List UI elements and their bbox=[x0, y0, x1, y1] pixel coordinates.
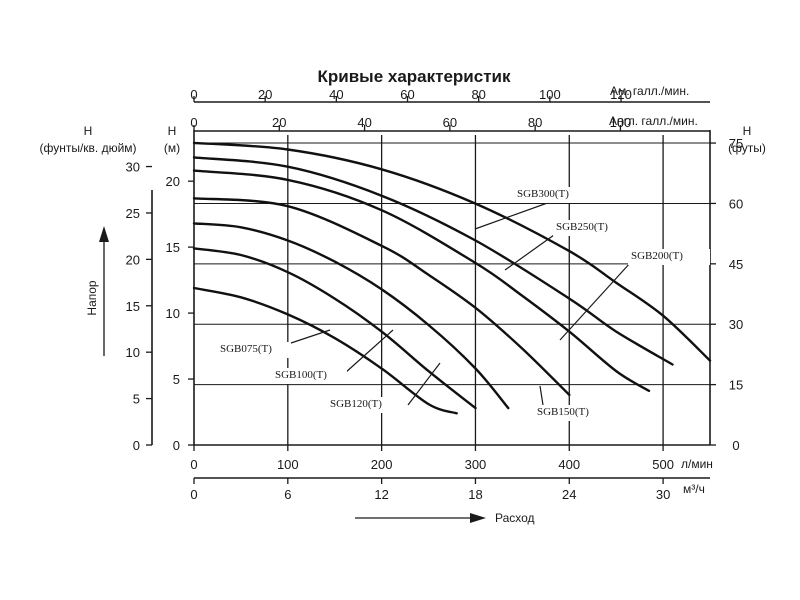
head-ft-axis-label-top: H bbox=[743, 124, 752, 138]
curve-sgb120-t bbox=[192, 222, 510, 410]
imp-gpm-tick-label: 0 bbox=[190, 115, 197, 130]
label-bg-sgb150-t bbox=[535, 405, 615, 421]
flow-lpm-tick-label: 200 bbox=[371, 457, 393, 472]
curve-sgb100-t bbox=[192, 247, 477, 410]
label-sgb120-t: SGB120(T) bbox=[330, 398, 382, 410]
flow-lpm-tick-label: 400 bbox=[558, 457, 580, 472]
curve-sgb250-t bbox=[192, 156, 674, 366]
head-psi-axis-label: (фунты/кв. дюйм) bbox=[39, 141, 136, 155]
label-bg-sgb200-t bbox=[628, 249, 710, 265]
label-sgb150-t: SGB150(T) bbox=[537, 406, 589, 418]
head-ft-axis-label: (футы) bbox=[728, 141, 766, 155]
head-ft-tick-label: 30 bbox=[729, 317, 743, 332]
head-ft-tick-label: 45 bbox=[729, 257, 743, 272]
imp-gpm-tick-label: 20 bbox=[272, 115, 286, 130]
leader-sgb300-t bbox=[474, 200, 554, 230]
chart-title: Кривые характеристик bbox=[318, 67, 511, 86]
us-gpm-tick-label: 20 bbox=[258, 87, 272, 102]
head-axis-title: Напор bbox=[85, 280, 99, 316]
head-m-tick-label: 0 bbox=[173, 438, 180, 453]
us-gpm-axis-label: Ам. галл./мин. bbox=[610, 84, 689, 98]
flow-m3h-tick-label: 0 bbox=[190, 487, 197, 502]
head-ft-tick-label: 60 bbox=[729, 196, 743, 211]
head-ft-tick-label: 15 bbox=[729, 378, 743, 393]
curve-labels: SGB075(T) SGB100(T) SGB120(T) SGB150(T) SGB2… bbox=[216, 187, 710, 421]
label-sgb300-t: SGB300(T) bbox=[517, 188, 569, 200]
flow-lpm-tick-label: 300 bbox=[465, 457, 487, 472]
label-bg-sgb250-t bbox=[553, 220, 633, 236]
flow-m3h-tick-label: 18 bbox=[468, 487, 482, 502]
head-psi-tick-label: 30 bbox=[126, 160, 140, 175]
head-psi-tick-label: 20 bbox=[126, 252, 140, 267]
head-psi-axis-label-top: H bbox=[84, 124, 93, 138]
head-psi-tick-label: 10 bbox=[126, 345, 140, 360]
flow-lpm-tick-label: 100 bbox=[277, 457, 299, 472]
imp-gpm-tick-label: 80 bbox=[528, 115, 542, 130]
flow-m3h-tick-label: 6 bbox=[284, 487, 291, 502]
imp-gpm-axis-label: Англ. галл./мин. bbox=[609, 114, 698, 128]
head-ft-tick-label: 0 bbox=[732, 438, 739, 453]
head-ft-tick-label: 75 bbox=[729, 136, 743, 151]
flow-m3h-axis-label: м³/ч bbox=[683, 482, 705, 496]
us-gpm-tick-label: 60 bbox=[400, 87, 414, 102]
leader-sgb120-t bbox=[407, 362, 441, 406]
head-m-tick-label: 20 bbox=[166, 174, 180, 189]
head-m-axis-label-top: H bbox=[168, 124, 177, 138]
head-direction-arrow bbox=[99, 226, 109, 356]
leader-sgb150-t bbox=[539, 385, 544, 406]
us-gpm-tick-label: 0 bbox=[190, 87, 197, 102]
flow-lpm-axis-label: л/мин bbox=[681, 457, 713, 471]
leader-sgb200-t bbox=[559, 261, 632, 341]
us-gpm-tick-label: 80 bbox=[471, 87, 485, 102]
curve-sgb075-t bbox=[192, 286, 458, 415]
curve-sgb200-t bbox=[192, 169, 651, 393]
leader-sgb250-t bbox=[504, 234, 555, 271]
imp-gpm-tick-label: 40 bbox=[357, 115, 371, 130]
flow-axis-title: Расход bbox=[495, 511, 535, 525]
flow-m3h-tick-label: 12 bbox=[374, 487, 388, 502]
label-bg-sgb075-t bbox=[216, 342, 291, 358]
us-gpm-tick-label: 100 bbox=[539, 87, 561, 102]
head-psi-tick-label: 15 bbox=[126, 299, 140, 314]
flow-lpm-tick-label: 500 bbox=[652, 457, 674, 472]
label-sgb200-t: SGB200(T) bbox=[631, 250, 683, 262]
label-bg-sgb120-t bbox=[327, 397, 407, 413]
us-gpm-tick-label: 40 bbox=[329, 87, 343, 102]
us-gpm-tick-label: 120 bbox=[610, 87, 632, 102]
axes-frame bbox=[151, 101, 711, 479]
flow-m3h-tick-label: 24 bbox=[562, 487, 576, 502]
curve-sgb300-t bbox=[192, 141, 712, 362]
head-psi-tick-label: 5 bbox=[133, 392, 140, 407]
label-bg-sgb100-t bbox=[272, 368, 347, 384]
imp-gpm-tick-label: 60 bbox=[443, 115, 457, 130]
leader-sgb075-t bbox=[284, 329, 331, 346]
imp-gpm-tick-label: 100 bbox=[610, 115, 632, 130]
label-bg-sgb300-t bbox=[516, 187, 594, 203]
label-sgb100-t: SGB100(T) bbox=[275, 369, 327, 381]
head-m-tick-label: 15 bbox=[166, 240, 180, 255]
flow-m3h-tick-label: 30 bbox=[656, 487, 670, 502]
flow-direction-arrow bbox=[355, 513, 486, 523]
head-psi-tick-label: 0 bbox=[133, 438, 140, 453]
head-m-tick-label: 10 bbox=[166, 306, 180, 321]
pump-curves bbox=[192, 141, 712, 415]
label-sgb250-t: SGB250(T) bbox=[556, 221, 608, 233]
head-m-axis-label: (м) bbox=[164, 141, 180, 155]
flow-lpm-tick-label: 0 bbox=[190, 457, 197, 472]
curve-sgb150-t bbox=[192, 197, 571, 397]
head-psi-tick-label: 25 bbox=[126, 206, 140, 221]
head-m-tick-label: 5 bbox=[173, 372, 180, 387]
label-sgb075-t: SGB075(T) bbox=[220, 343, 272, 355]
curve-label-leaders bbox=[284, 200, 632, 406]
leader-sgb100-t bbox=[344, 329, 394, 374]
